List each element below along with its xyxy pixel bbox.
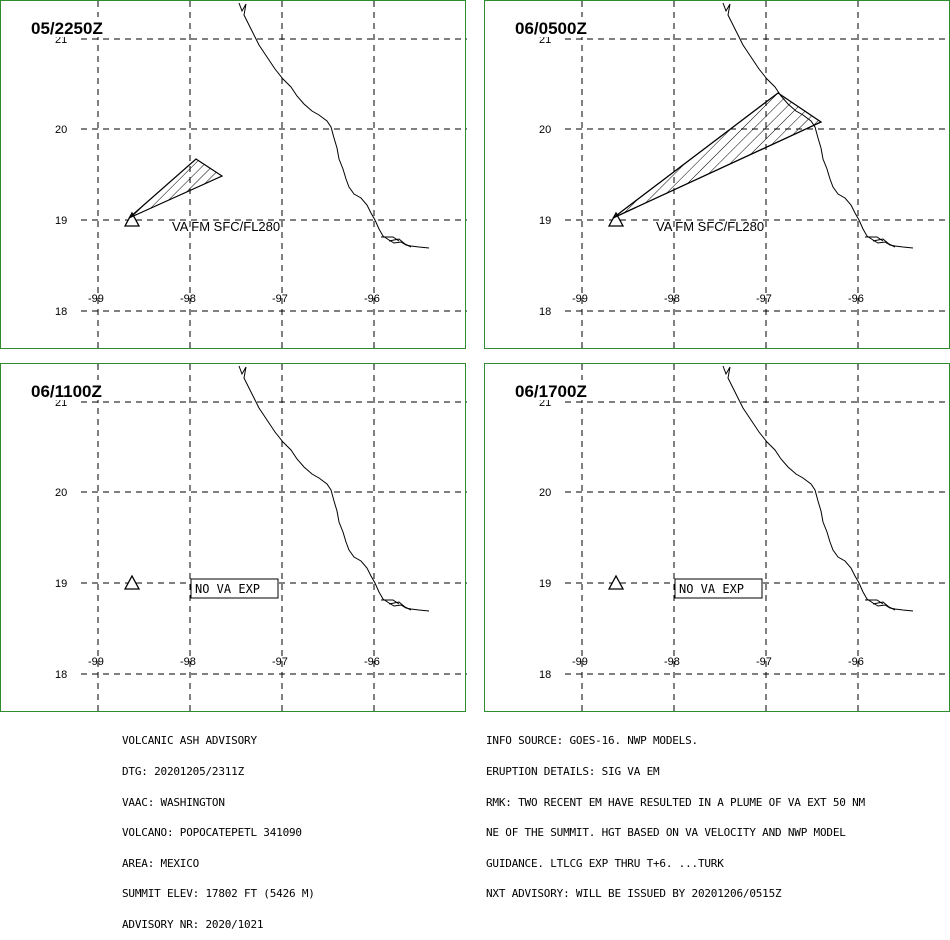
no-va-exp-box <box>190 578 279 599</box>
advisory-line: SUMMIT ELEV: 17802 FT (5426 M) <box>122 887 315 901</box>
time-label-bg <box>513 17 593 37</box>
longitude-label: -98 <box>664 293 680 305</box>
longitude-label: -96 <box>848 293 864 305</box>
valid-time-label: 06/1100Z <box>31 382 102 401</box>
va-height-label: VA FM SFC/FL280 <box>172 219 280 234</box>
no-va-exp-label: NO VA EXP <box>195 582 260 596</box>
advisory-line: NE OF THE SUMMIT. HGT BASED ON VA VELOCI… <box>486 826 846 840</box>
latitude-label: 19 <box>55 578 67 590</box>
ash-plume-area <box>128 158 224 219</box>
coastline-detail <box>865 236 896 248</box>
longitude-label: -98 <box>180 656 196 668</box>
advisory-line: ERUPTION DETAILS: SIG VA EM <box>486 765 660 779</box>
no-va-exp-label: NO VA EXP <box>679 582 744 596</box>
longitude-label: -98 <box>180 293 196 305</box>
longitude-label: -99 <box>88 656 104 668</box>
advisory-line: VAAC: WASHINGTON <box>122 795 225 809</box>
latitude-label: 20 <box>55 124 67 136</box>
longitude-label: -96 <box>364 293 380 305</box>
coastline-detail <box>381 599 412 611</box>
advisory-info-left: VOLCANIC ASH ADVISORY DTG: 20201205/2311… <box>122 716 315 940</box>
coastline <box>722 365 914 612</box>
longitude-label: -99 <box>572 293 588 305</box>
coastline-detail <box>381 236 412 248</box>
va-height-label: VA FM SFC/FL280 <box>656 219 764 234</box>
latitude-label: 19 <box>539 215 551 227</box>
latitude-label: 20 <box>539 124 551 136</box>
volcano-icon <box>123 574 141 590</box>
advisory-line: VOLCANO: POPOCATEPETL 341090 <box>122 826 302 840</box>
volcano-icon <box>607 574 625 590</box>
time-label-bg <box>513 380 593 400</box>
valid-time-label: 06/0500Z <box>515 19 587 38</box>
longitude-label: -96 <box>848 656 864 668</box>
coastline <box>722 2 914 249</box>
valid-time-label: 06/1700Z <box>515 382 587 401</box>
latitude-label: 18 <box>55 306 67 318</box>
advisory-line: RMK: TWO RECENT EM HAVE RESULTED IN A PL… <box>486 795 865 809</box>
advisory-info-right: INFO SOURCE: GOES-16. NWP MODELS. ERUPTI… <box>486 716 865 910</box>
map-panel-2: 21 20 19 18 -99 -98 -97 -96 06/0500Z VA FM SFC/FL… <box>484 0 950 350</box>
advisory-line: AREA: MEXICO <box>122 856 200 870</box>
ash-plume-area <box>612 92 823 219</box>
coastline-detail <box>865 599 896 611</box>
coastline <box>238 2 430 249</box>
longitude-label: -96 <box>364 656 380 668</box>
no-va-exp-box <box>674 578 763 599</box>
latitude-label: 19 <box>539 578 551 590</box>
time-label-bg <box>29 380 109 400</box>
advisory-line: NXT ADVISORY: WILL BE ISSUED BY 20201206… <box>486 887 782 901</box>
valid-time-label: 05/2250Z <box>31 19 103 38</box>
advisory-line: ADVISORY NR: 2020/1021 <box>122 918 264 932</box>
advisory-line: GUIDANCE. LTLCG EXP THRU T+6. ...TURK <box>486 856 724 870</box>
latitude-label: 20 <box>55 487 67 499</box>
longitude-label: -99 <box>572 656 588 668</box>
advisory-line: VOLCANIC ASH ADVISORY <box>122 734 257 748</box>
longitude-label: -98 <box>664 656 680 668</box>
longitude-label: -97 <box>272 656 288 668</box>
map-panel-4: 21 20 19 18 -99 -98 -97 -96 06/1700Z NO VA EXP <box>484 363 950 713</box>
latitude-label: 18 <box>539 669 551 681</box>
longitude-label: -97 <box>756 293 772 305</box>
map-panel-1: 21 20 19 18 -99 -98 -97 -96 05/2250Z VA FM SFC/FL… <box>0 0 467 350</box>
longitude-label: -99 <box>88 293 104 305</box>
volcano-icon <box>123 211 141 227</box>
advisory-line: DTG: 20201205/2311Z <box>122 765 245 779</box>
map-panel-3: 21 20 19 18 -99 -98 -97 -96 06/1100Z NO VA EXP <box>0 363 467 713</box>
latitude-label: 18 <box>55 669 67 681</box>
advisory-line: INFO SOURCE: GOES-16. NWP MODELS. <box>486 734 698 748</box>
time-label-bg <box>29 17 109 37</box>
longitude-label: -97 <box>756 656 772 668</box>
latitude-label: 20 <box>539 487 551 499</box>
latitude-label: 18 <box>539 306 551 318</box>
coastline <box>238 365 430 612</box>
latitude-label: 19 <box>55 215 67 227</box>
volcano-icon <box>607 211 625 227</box>
longitude-label: -97 <box>272 293 288 305</box>
